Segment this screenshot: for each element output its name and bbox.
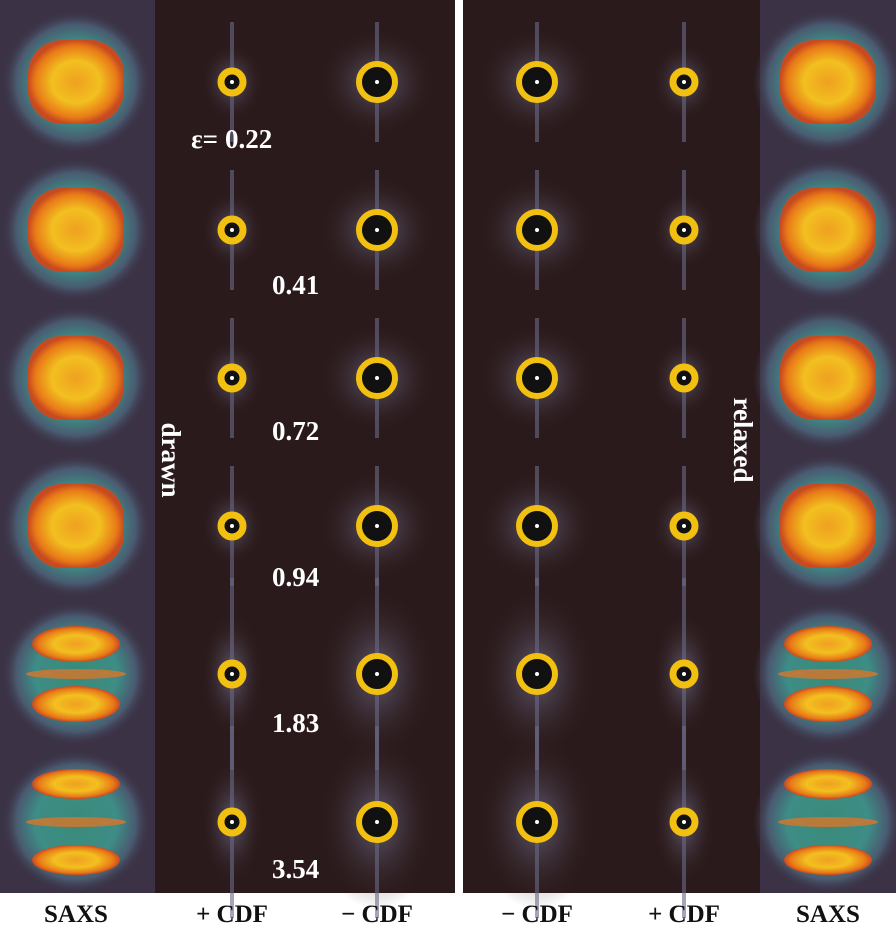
column-label: + CDF bbox=[648, 901, 720, 928]
cdf-dot bbox=[535, 228, 539, 232]
saxs-core bbox=[28, 484, 124, 568]
saxs-core bbox=[28, 336, 124, 420]
cdf-dot bbox=[682, 524, 686, 528]
saxs-core bbox=[780, 188, 876, 272]
panel-label: relaxed bbox=[728, 398, 758, 483]
saxs-core bbox=[780, 40, 876, 124]
cdf-dot bbox=[682, 80, 686, 84]
saxs-lobe bbox=[784, 769, 872, 799]
saxs-core bbox=[780, 336, 876, 420]
saxs-core bbox=[28, 188, 124, 272]
cdf-dot bbox=[375, 672, 379, 676]
saxs-lobe bbox=[784, 626, 872, 662]
saxs-core bbox=[28, 40, 124, 124]
column-label: SAXS bbox=[44, 901, 108, 928]
cdf-dot bbox=[230, 80, 234, 84]
panel-label: drawn bbox=[156, 422, 186, 497]
saxs-streak bbox=[778, 817, 878, 827]
cdf-dot bbox=[375, 228, 379, 232]
column-label: − CDF bbox=[341, 901, 413, 928]
saxs-streak bbox=[778, 669, 878, 679]
cdf-dot bbox=[682, 672, 686, 676]
cdf-dot bbox=[375, 524, 379, 528]
cdf-dot bbox=[535, 820, 539, 824]
saxs-streak bbox=[26, 669, 126, 679]
strain-value: 0.41 bbox=[272, 270, 319, 300]
strain-value: 0.94 bbox=[272, 562, 319, 592]
saxs-streak bbox=[26, 817, 126, 827]
cdf-dot bbox=[375, 80, 379, 84]
strain-symbol: ε= bbox=[191, 124, 218, 154]
saxs-lobe bbox=[32, 769, 120, 799]
cdf-dot bbox=[535, 524, 539, 528]
cdf-dot bbox=[535, 80, 539, 84]
cdf-dot bbox=[535, 672, 539, 676]
cdf-dot bbox=[230, 524, 234, 528]
cdf-dot bbox=[230, 820, 234, 824]
saxs-core bbox=[780, 484, 876, 568]
figure: ε= drawn relaxed 0.22 0.41 0.72 0.94 1.83 3.5… bbox=[0, 0, 896, 931]
cdf-dot bbox=[682, 228, 686, 232]
saxs-lobe bbox=[784, 845, 872, 875]
cdf-dot bbox=[375, 376, 379, 380]
column-label: + CDF bbox=[196, 901, 268, 928]
cdf-dot bbox=[230, 672, 234, 676]
cdf-dot bbox=[535, 376, 539, 380]
strain-value: 0.72 bbox=[272, 416, 319, 446]
saxs-lobe bbox=[784, 686, 872, 722]
cdf-dot bbox=[682, 820, 686, 824]
strain-value: 3.54 bbox=[272, 854, 319, 884]
saxs-lobe bbox=[32, 845, 120, 875]
strain-value: 0.22 bbox=[225, 124, 272, 154]
saxs-lobe bbox=[32, 626, 120, 662]
column-label: SAXS bbox=[796, 901, 860, 928]
saxs-lobe bbox=[32, 686, 120, 722]
cdf-dot bbox=[230, 228, 234, 232]
cdf-dot bbox=[230, 376, 234, 380]
strain-value: 1.83 bbox=[272, 708, 319, 738]
cdf-dot bbox=[375, 820, 379, 824]
cdf-dot bbox=[682, 376, 686, 380]
column-label: − CDF bbox=[501, 901, 573, 928]
